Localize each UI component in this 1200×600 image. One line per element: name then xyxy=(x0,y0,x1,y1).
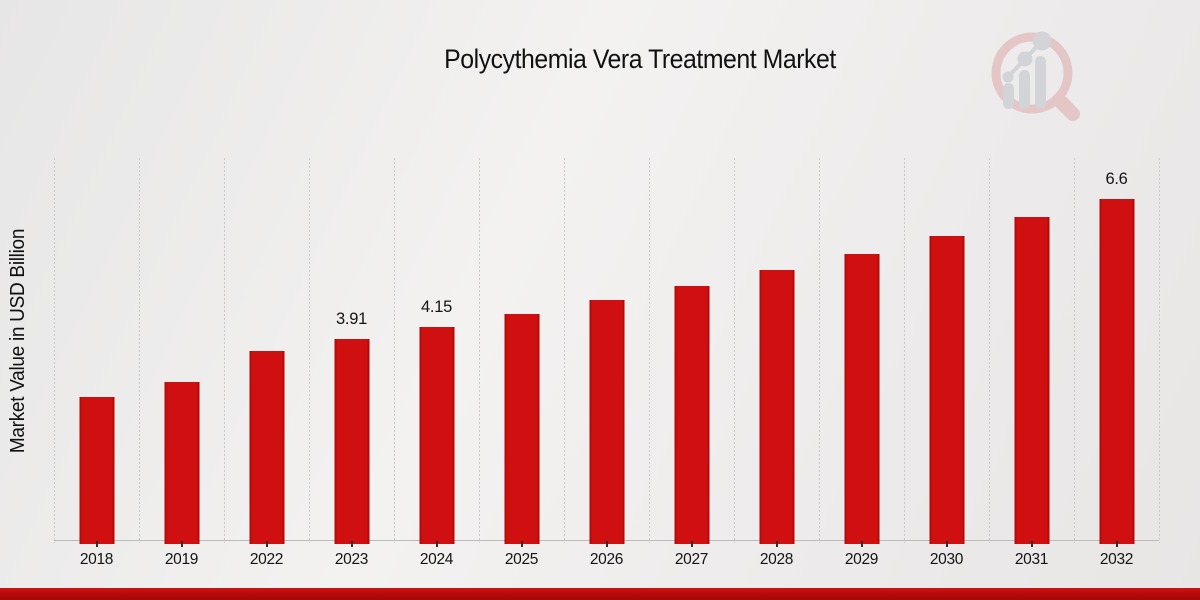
bar-2024 xyxy=(419,326,454,544)
bar-2025 xyxy=(504,313,539,544)
x-axis-label-2022: 2022 xyxy=(249,551,284,568)
bar-slot-2018: 2018 xyxy=(54,158,139,568)
bar-value-label-2023: 3.91 xyxy=(336,310,367,329)
bar-2031 xyxy=(1014,217,1049,544)
bar-2019 xyxy=(164,381,199,544)
x-axis-tick xyxy=(605,541,608,547)
x-axis-label-2026: 2026 xyxy=(589,551,624,568)
y-axis-label: Market Value in USD Billion xyxy=(7,228,29,454)
x-axis-label-2025: 2025 xyxy=(504,551,539,568)
magnifier-bar-chart-watermark-icon xyxy=(991,31,1080,121)
x-axis-tick xyxy=(860,541,863,547)
bar-slot-2030: 2030 xyxy=(904,158,989,568)
footer-accent-band xyxy=(0,588,1200,600)
bar-slot-2028: 2028 xyxy=(734,158,819,568)
x-axis-tick xyxy=(775,541,778,547)
vertical-gridline xyxy=(734,158,735,543)
x-axis-tick xyxy=(265,541,268,547)
vertical-gridline xyxy=(54,158,55,543)
x-axis-tick xyxy=(435,541,438,547)
x-axis-label-2018: 2018 xyxy=(79,551,114,568)
x-axis-label-2023: 2023 xyxy=(334,551,369,568)
bar-slot-2024: 4.15 2024 xyxy=(394,158,479,568)
vertical-gridline xyxy=(394,158,395,543)
x-axis-label-2030: 2030 xyxy=(929,551,964,568)
bar-2023 xyxy=(334,339,369,544)
vertical-gridline xyxy=(819,158,820,543)
x-axis-tick xyxy=(95,541,98,547)
x-axis-tick xyxy=(1030,541,1033,547)
bar-value-label-2032: 6.6 xyxy=(1105,169,1128,188)
bar-2026 xyxy=(589,300,624,544)
plot-area: 2018 2019 2022 3.91 2023 4.15 2024 2025 2026 2027… xyxy=(54,158,1160,568)
bar-2022 xyxy=(249,350,284,544)
x-axis-tick xyxy=(1115,541,1118,547)
vertical-gridline xyxy=(309,158,310,543)
bar-slot-2029: 2029 xyxy=(819,158,904,568)
bar-2032 xyxy=(1099,198,1134,544)
bar-2027 xyxy=(674,285,709,544)
bar-slot-2027: 2027 xyxy=(649,158,734,568)
x-axis-tick xyxy=(945,541,948,547)
bar-value-label-2024: 4.15 xyxy=(421,297,452,316)
bar-slot-2019: 2019 xyxy=(139,158,224,568)
x-axis-label-2019: 2019 xyxy=(164,551,199,568)
bar-2018 xyxy=(79,397,114,544)
x-axis-tick xyxy=(690,541,693,547)
x-axis-label-2027: 2027 xyxy=(674,551,709,568)
vertical-gridline xyxy=(1159,158,1160,543)
x-axis-label-2028: 2028 xyxy=(759,551,794,568)
x-axis-tick xyxy=(350,541,353,547)
bar-slot-2032: 6.6 2032 xyxy=(1074,158,1159,568)
x-axis-label-2031: 2031 xyxy=(1014,551,1049,568)
bar-2030 xyxy=(929,235,964,544)
vertical-gridline xyxy=(479,158,480,543)
vertical-gridline xyxy=(139,158,140,543)
vertical-gridline xyxy=(904,158,905,543)
chart-title: Polycythemia Vera Treatment Market xyxy=(444,44,836,74)
bar-slot-2023: 3.91 2023 xyxy=(309,158,394,568)
vertical-gridline xyxy=(989,158,990,543)
bar-slot-2026: 2026 xyxy=(564,158,649,568)
vertical-gridline xyxy=(649,158,650,543)
x-axis-tick xyxy=(520,541,523,547)
vertical-gridline xyxy=(224,158,225,543)
vertical-gridline xyxy=(564,158,565,543)
x-axis-label-2029: 2029 xyxy=(844,551,879,568)
bar-slot-2031: 2031 xyxy=(989,158,1074,568)
bar-2028 xyxy=(759,269,794,544)
vertical-gridline xyxy=(1074,158,1075,543)
x-axis-label-2032: 2032 xyxy=(1099,551,1134,568)
bar-slot-2025: 2025 xyxy=(479,158,564,568)
x-axis-tick xyxy=(180,541,183,547)
bar-slot-2022: 2022 xyxy=(224,158,309,568)
x-axis-label-2024: 2024 xyxy=(419,551,454,568)
bar-2029 xyxy=(844,253,879,544)
